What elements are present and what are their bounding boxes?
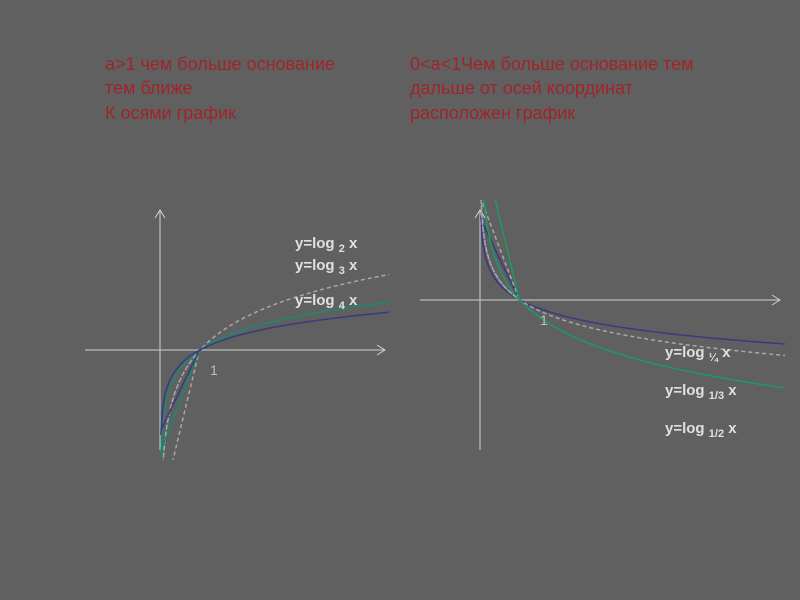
caption-left: а>1 чем больше основание тем ближеК осям… — [105, 52, 365, 125]
axis-tick-1: 1 — [210, 362, 218, 378]
curve-label: y=log 2 x — [295, 235, 357, 255]
curve-label: y=log 4 x — [295, 292, 357, 312]
axis-tick-1: 1 — [540, 312, 548, 328]
curve-label: y=log ¼ x — [665, 344, 730, 364]
slide: а>1 чем больше основание тем ближеК осям… — [0, 0, 800, 600]
curve-label: y=log 1/2 x — [665, 420, 737, 440]
curve-label: y=log 1/3 x — [665, 382, 737, 402]
curve-label: y=log 3 x — [295, 257, 357, 277]
caption-right: 0<а<1Чем больше основание тем дальше от … — [410, 52, 710, 125]
